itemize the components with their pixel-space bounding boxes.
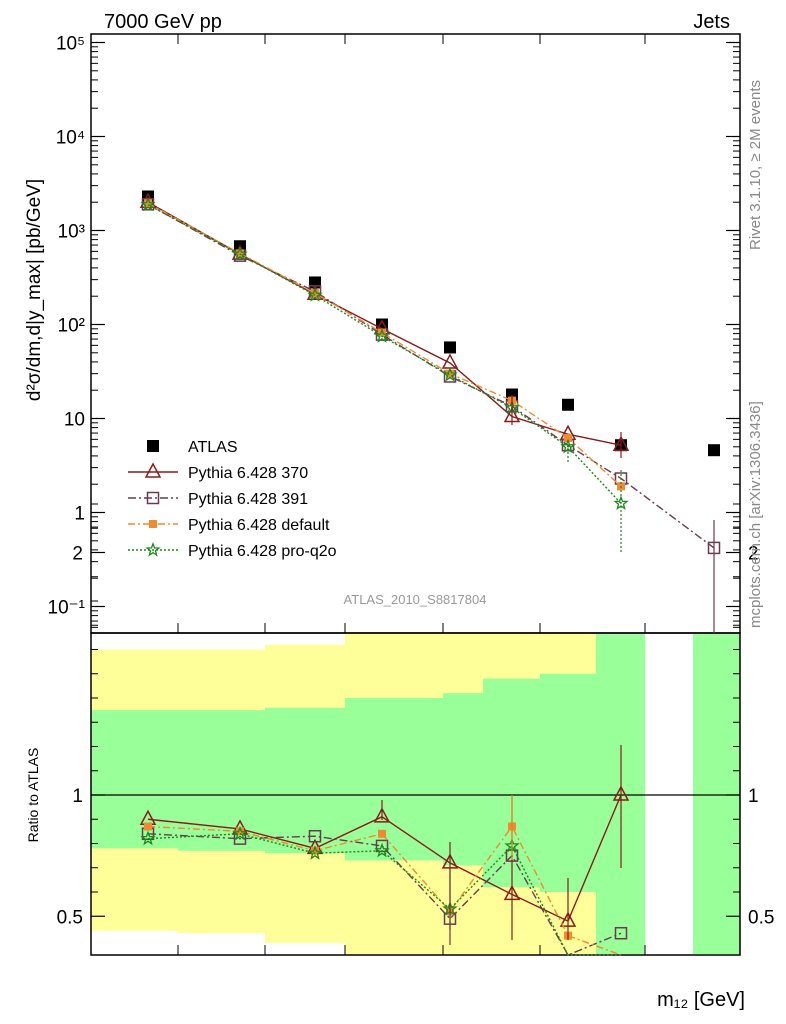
rivet-label: Rivet 3.1.10, ≥ 2M events [747,80,764,250]
green-band [265,707,345,854]
y-axis-title-ratio: Ratio to ATLAS [25,748,41,843]
green-band [178,710,265,851]
legend-marker [144,462,162,478]
ratio-point [311,846,319,855]
legend-marker [147,440,159,452]
data-point [564,434,572,443]
ratio-y-tick-label: 0.5 [748,907,774,928]
y-tick-label: 1 [74,504,85,525]
data-point [708,444,720,457]
ratio-line [147,833,622,956]
ratio-point [236,827,244,836]
data-point [378,328,386,337]
data-point [144,199,152,208]
data-point [140,196,156,212]
y-tick-label: 10⁴ [56,128,85,149]
legend-label: Pythia 6.428 370 [188,465,308,482]
ratio-point [232,825,248,841]
ratio-point [144,822,152,831]
ratio-line [147,833,621,956]
y-tick-label: 10 [64,410,85,431]
data-point [307,287,323,302]
data-point [562,398,574,411]
green-band [540,673,596,892]
green-band [693,634,740,954]
data-point [446,369,454,378]
y-tick-label: 10⁵ [56,34,85,55]
uncertainty-bands [91,634,740,954]
ratio-point [307,845,323,860]
y-tick-label: 10³ [58,222,85,243]
ratio-point [308,829,322,843]
y-axis-title-main: d²σ/dm,d|y_max| [pb/GeV] [24,179,45,401]
ratio-series [139,745,630,956]
ratio-point [374,842,390,858]
legend-marker [145,541,161,557]
y-tick-label: 10⁻¹ [48,598,86,619]
ratio-point [614,926,628,940]
energy-label: 7000 GeV pp [104,11,222,33]
data-point [311,289,319,298]
legend-marker [146,491,160,505]
x-axis-title: m₁₂ [GeV] [657,989,745,1011]
green-band [91,710,178,849]
analysis-label: ATLAS_2010_S8817804 [344,592,487,607]
ratio-point [140,830,156,846]
ratio-line [147,825,622,956]
legend-label: Pythia 6.428 pro-q2o [188,543,337,560]
legend-label: Pythia 6.428 391 [188,491,308,508]
data-point [374,328,390,343]
ratio-point [378,829,386,838]
legend-label: ATLAS [188,439,238,456]
green-band [443,693,483,866]
legend-label: Pythia 6.428 default [188,517,330,534]
green-band [345,698,443,861]
legend-marker [149,520,157,528]
data-point [444,341,456,354]
series-line [147,204,622,504]
axes: 10⁻¹ 1 10 10² 10³ 10⁴ 10⁵ 0.5 0.5 1 1 2 2 [48,34,774,955]
ratio-y-tick-label: 2 [72,544,83,565]
mcplots-label: mcplots.cern.ch [arXiv:1306.3436] [747,401,764,628]
ratio-y-tick-label: 1 [748,786,759,807]
ratio-y-tick-label: 0.5 [57,907,83,928]
jets-label: Jets [693,11,730,33]
ratio-y-tick-label: 1 [72,786,83,807]
series-line [147,202,622,487]
ratio-line [147,794,622,923]
data-point [232,246,248,261]
data-point [441,353,459,369]
main-series [139,190,721,633]
ratio-y-tick-label: 2 [748,544,759,565]
ratio-plot-frame [90,632,741,956]
legend: ATLAS Pythia 6.428 370 Pythia 6.428 391 Pyt… [128,439,337,560]
y-tick-label: 10² [58,316,85,337]
ratio-point [373,807,391,823]
data-point [442,366,458,382]
